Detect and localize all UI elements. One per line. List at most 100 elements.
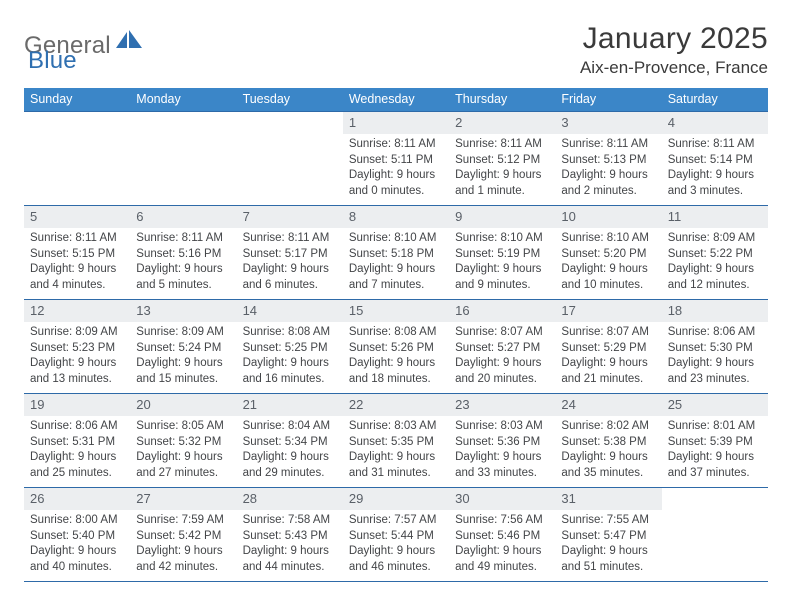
calendar-day-cell: 10Sunrise: 8:10 AMSunset: 5:20 PMDayligh… [555,206,661,300]
day-number: 15 [349,303,363,318]
sunset-line: Sunset: 5:13 PM [561,153,655,169]
sunrise-line: Sunrise: 8:07 AM [561,325,655,341]
day-number-bar: 3 [555,112,661,134]
daylight-line: Daylight: 9 hours and 23 minutes. [668,356,762,387]
weekday-header: Thursday [449,88,555,112]
sunrise-line: Sunrise: 8:01 AM [668,419,762,435]
day-number: 9 [455,209,462,224]
day-number-bar: 15 [343,300,449,322]
calendar-day-cell: 27Sunrise: 7:59 AMSunset: 5:42 PMDayligh… [130,488,236,582]
daylight-line: Daylight: 9 hours and 33 minutes. [455,450,549,481]
calendar-week-row: 12Sunrise: 8:09 AMSunset: 5:23 PMDayligh… [24,300,768,394]
day-number: 2 [455,115,462,130]
day-number: 1 [349,115,356,130]
sunset-line: Sunset: 5:39 PM [668,435,762,451]
calendar-day-cell: 20Sunrise: 8:05 AMSunset: 5:32 PMDayligh… [130,394,236,488]
calendar-day-cell: 1Sunrise: 8:11 AMSunset: 5:11 PMDaylight… [343,112,449,206]
daylight-line: Daylight: 9 hours and 21 minutes. [561,356,655,387]
sunset-line: Sunset: 5:46 PM [455,529,549,545]
calendar-bottom-border [24,582,768,583]
sunrise-line: Sunrise: 8:10 AM [561,231,655,247]
sunset-line: Sunset: 5:24 PM [136,341,230,357]
calendar-day-cell: 2Sunrise: 8:11 AMSunset: 5:12 PMDaylight… [449,112,555,206]
weekday-header: Wednesday [343,88,449,112]
day-number: 20 [136,397,150,412]
day-number-bar: 18 [662,300,768,322]
weekday-header: Sunday [24,88,130,112]
day-number-bar: 27 [130,488,236,510]
daylight-line: Daylight: 9 hours and 31 minutes. [349,450,443,481]
sunset-line: Sunset: 5:29 PM [561,341,655,357]
sunset-line: Sunset: 5:30 PM [668,341,762,357]
calendar-day-cell: 19Sunrise: 8:06 AMSunset: 5:31 PMDayligh… [24,394,130,488]
daylight-line: Daylight: 9 hours and 49 minutes. [455,544,549,575]
calendar-day-cell: 15Sunrise: 8:08 AMSunset: 5:26 PMDayligh… [343,300,449,394]
title-block: January 2025 Aix-en-Provence, France [580,22,768,78]
calendar-day-cell: 8Sunrise: 8:10 AMSunset: 5:18 PMDaylight… [343,206,449,300]
day-number-bar: 4 [662,112,768,134]
sunset-line: Sunset: 5:38 PM [561,435,655,451]
sunset-line: Sunset: 5:42 PM [136,529,230,545]
calendar-day-cell: 11Sunrise: 8:09 AMSunset: 5:22 PMDayligh… [662,206,768,300]
day-number-bar: 5 [24,206,130,228]
brand-text-blue: Blue [28,47,77,74]
daylight-line: Daylight: 9 hours and 10 minutes. [561,262,655,293]
day-number: 11 [668,209,682,224]
day-number: 8 [349,209,356,224]
calendar-day-cell: 12 Sunrise: 8:09 AMSunset: 5:23 PMDayligh… [24,300,130,394]
daylight-line: Daylight: 9 hours and 16 minutes. [243,356,337,387]
daylight-line: Daylight: 9 hours and 9 minutes. [455,262,549,293]
calendar-day-cell: 9 Sunrise: 8:10 AMSunset: 5:19 PMDaylight… [449,206,555,300]
day-number-bar: 22 [343,394,449,416]
sunset-line: Sunset: 5:31 PM [30,435,124,451]
calendar-day-cell: 6Sunrise: 8:11 AMSunset: 5:16 PMDaylight… [130,206,236,300]
day-number-bar: 19 [24,394,130,416]
day-number-bar: 20 [130,394,236,416]
sunrise-line: Sunrise: 7:58 AM [243,513,337,529]
daylight-line: Daylight: 9 hours and 37 minutes. [668,450,762,481]
calendar-week-row: 26 Sunrise: 8:00 AMSunset: 5:40 PM Dayligh… [24,488,768,582]
sunrise-line: Sunrise: 8:03 AM [455,419,549,435]
sunrise-line: Sunrise: 8:06 AM [668,325,762,341]
sunset-line: Sunset: 5:23 PM [30,341,124,357]
day-number-bar: 26 [24,488,130,510]
day-number-bar: 12 [24,300,130,322]
sunset-line: Sunset: 5:19 PM [455,247,549,263]
day-number-bar: 2 [449,112,555,134]
sunset-line: Sunset: 5:44 PM [349,529,443,545]
calendar-week-row: 5Sunrise: 8:11 AMSunset: 5:15 PMDaylight… [24,206,768,300]
day-number: 19 [30,397,44,412]
sunrise-line: Sunrise: 7:59 AM [136,513,230,529]
calendar-day-cell: 16Sunrise: 8:07 AMSunset: 5:27 PMDayligh… [449,300,555,394]
weekday-header-row: SundayMondayTuesdayWednesdayThursdayFrid… [24,88,768,112]
daylight-line: Daylight: 9 hours and 46 minutes. [349,544,443,575]
day-number: 28 [243,491,257,506]
day-number: 13 [136,303,150,318]
day-number: 25 [668,397,682,412]
daylight-line: Daylight: 9 hours and 44 minutes. [243,544,337,575]
sunrise-line: Sunrise: 8:09 AM [30,325,124,341]
day-number-bar: 24 [555,394,661,416]
day-number-bar: 21 [237,394,343,416]
daylight-line: Daylight: 9 hours and 27 minutes. [136,450,230,481]
daylight-line: Daylight: 9 hours and 13 minutes. [30,356,124,387]
sunrise-line: Sunrise: 8:08 AM [243,325,337,341]
sunrise-line: Sunrise: 8:10 AM [349,231,443,247]
day-number-bar: 14 [237,300,343,322]
sunrise-line: Sunrise: 8:11 AM [561,137,655,153]
sunrise-line: Sunrise: 8:00 AM [30,513,124,529]
calendar-day-cell: 25 Sunrise: 8:01 AMSunset: 5:39 PMDayligh… [662,394,768,488]
sunrise-line: Sunrise: 8:11 AM [30,231,124,247]
sunset-line: Sunset: 5:18 PM [349,247,443,263]
day-number-bar: 8 [343,206,449,228]
day-number-bar: 23 [449,394,555,416]
calendar-day-cell: 22Sunrise: 8:03 AMSunset: 5:35 PMDayligh… [343,394,449,488]
sunrise-line: Sunrise: 8:10 AM [455,231,549,247]
weekday-header: Monday [130,88,236,112]
day-number: 22 [349,397,363,412]
calendar-week-row: 1Sunrise: 8:11 AMSunset: 5:11 PMDaylight… [24,112,768,206]
sunset-line: Sunset: 5:40 PM [30,529,124,545]
weekday-header: Saturday [662,88,768,112]
day-number: 16 [455,303,469,318]
sunset-line: Sunset: 5:35 PM [349,435,443,451]
